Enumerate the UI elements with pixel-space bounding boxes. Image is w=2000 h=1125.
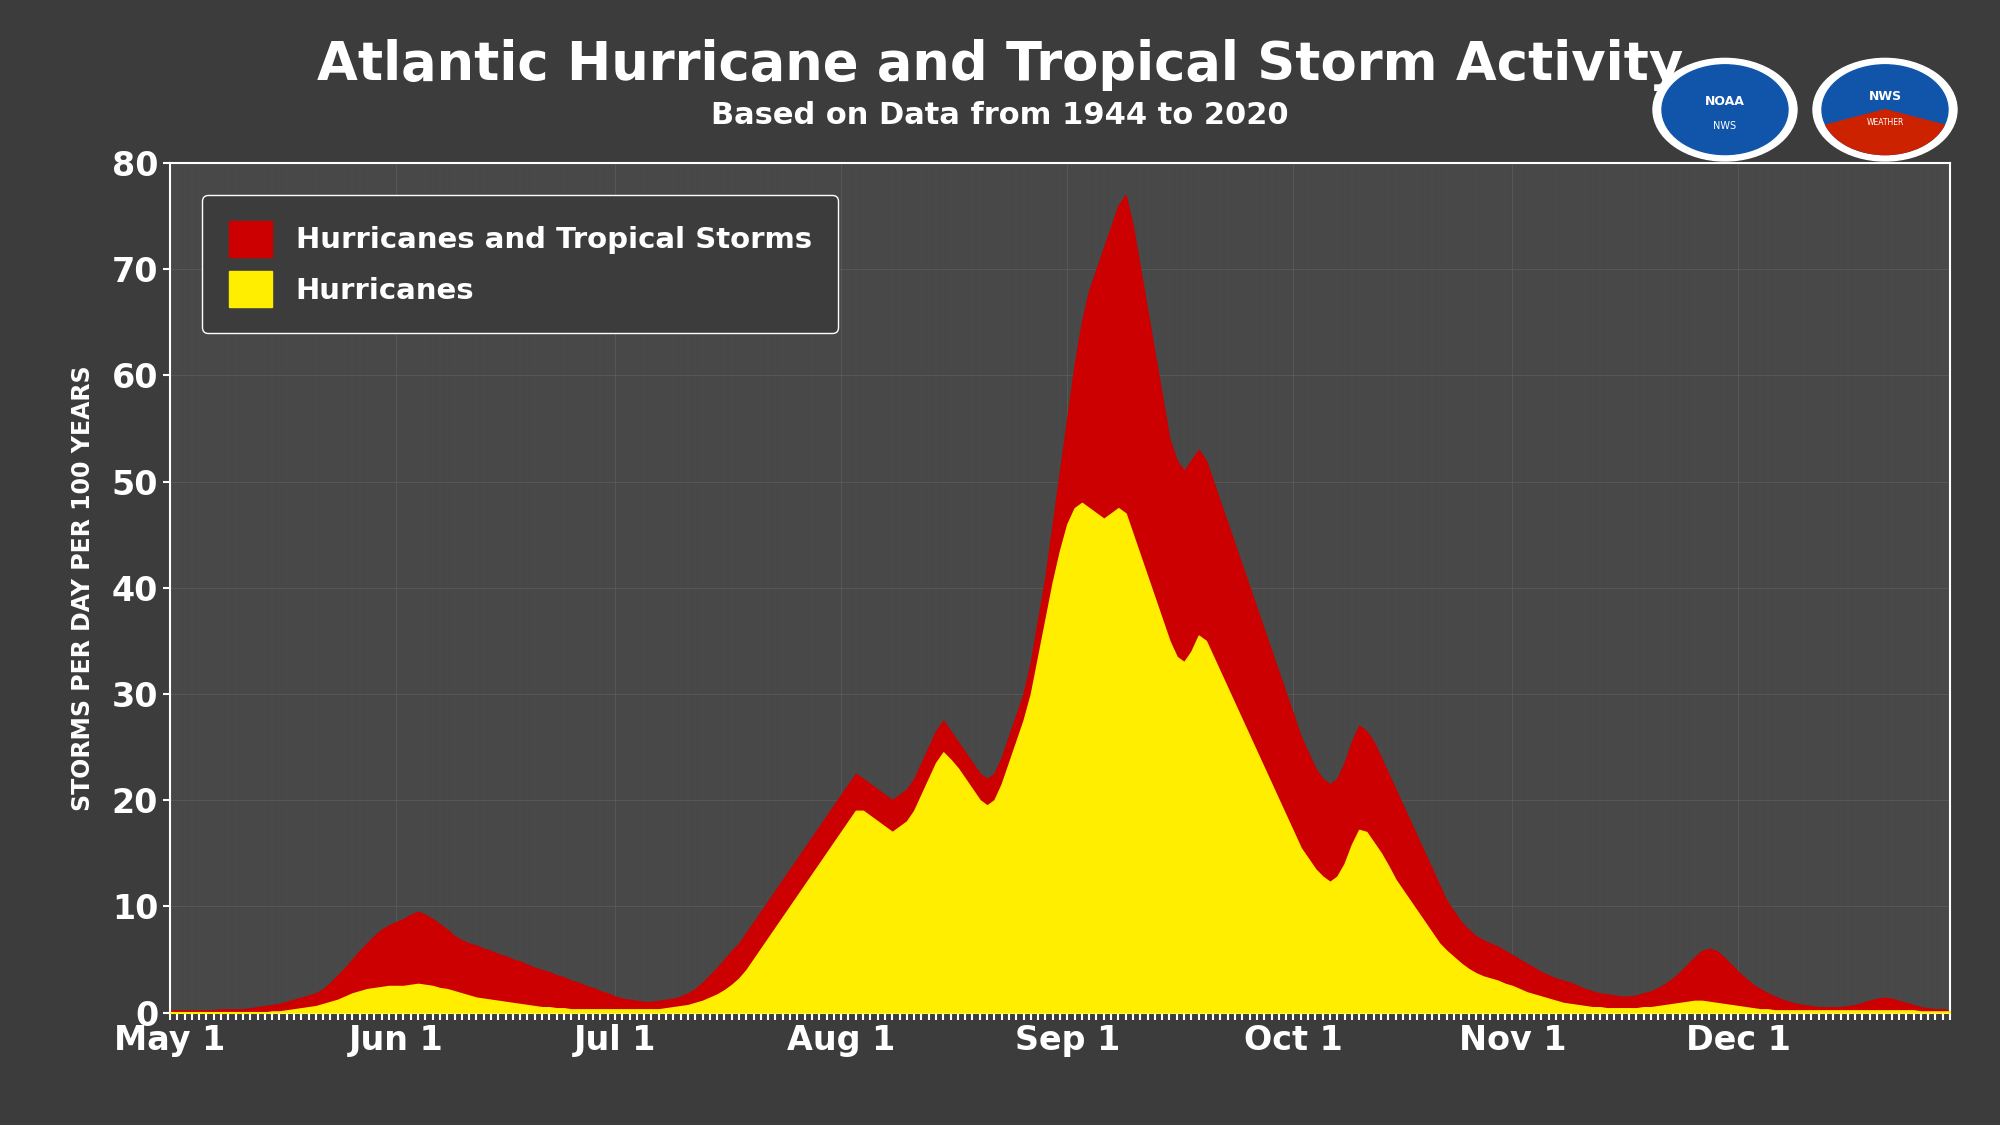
- Text: WEATHER: WEATHER: [1866, 118, 1904, 127]
- Text: NWS: NWS: [1868, 90, 1902, 104]
- Circle shape: [1652, 58, 1796, 161]
- Text: Based on Data from 1944 to 2020: Based on Data from 1944 to 2020: [712, 101, 1288, 130]
- Text: Atlantic Hurricane and Tropical Storm Activity: Atlantic Hurricane and Tropical Storm Ac…: [316, 39, 1684, 91]
- Circle shape: [1812, 58, 1956, 161]
- Y-axis label: STORMS PER DAY PER 100 YEARS: STORMS PER DAY PER 100 YEARS: [72, 364, 96, 811]
- Legend: Hurricanes and Tropical Storms, Hurricanes: Hurricanes and Tropical Storms, Hurrican…: [202, 195, 838, 333]
- Circle shape: [1662, 65, 1788, 154]
- Circle shape: [1822, 65, 1948, 154]
- Text: NOAA: NOAA: [1706, 94, 1744, 108]
- Text: NWS: NWS: [1714, 120, 1736, 130]
- Wedge shape: [1826, 109, 1944, 154]
